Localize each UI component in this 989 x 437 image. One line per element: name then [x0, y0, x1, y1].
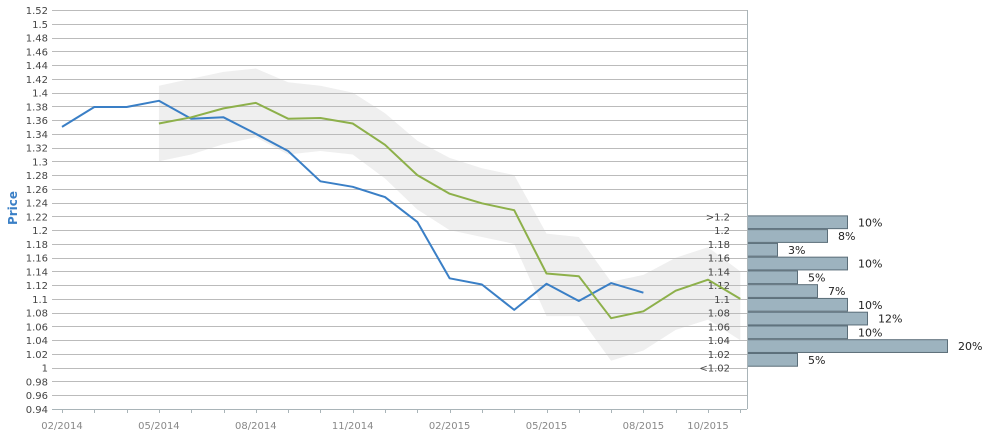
- distribution-bar: [747, 339, 948, 353]
- distribution-bar-label: 8%: [838, 230, 855, 243]
- y-tick-label: 1.28: [26, 171, 48, 182]
- y-tick-label: 1.46: [26, 47, 48, 58]
- y-tick-label: 1.42: [26, 75, 48, 86]
- y-tick-label: 1.24: [26, 199, 48, 210]
- distribution-bar: [747, 256, 848, 271]
- distribution-bar-label: 20%: [958, 340, 982, 353]
- distribution-bar-label: 10%: [858, 216, 882, 229]
- distribution-bar-label: 10%: [858, 326, 882, 339]
- y-tick-label: 1.4: [32, 89, 48, 100]
- y-tick-label: 1.32: [26, 144, 48, 155]
- y-tick-label: 1.34: [26, 130, 48, 141]
- distribution-bar-label: 10%: [858, 299, 882, 312]
- distribution-bar: [747, 352, 798, 367]
- price-lines: [61, 99, 741, 320]
- axes: [52, 10, 748, 410]
- distribution-category-label: >1.2: [706, 212, 730, 223]
- forecast-range-band: [158, 68, 741, 361]
- distribution-bar: [747, 311, 868, 326]
- distribution-category-label: <1.02: [699, 364, 730, 375]
- y-tick-label: 1.36: [26, 116, 48, 127]
- y-tick-label: 1.2: [32, 226, 48, 237]
- y-tick-label: 1.52: [26, 6, 48, 17]
- distribution-bar-label: 5%: [808, 271, 825, 284]
- y-tick-label: 1.12: [26, 281, 48, 292]
- y-tick-label: 1.3: [32, 157, 48, 168]
- y-tick-label: 1.48: [26, 34, 48, 45]
- distribution-category-label: 1.2: [714, 226, 730, 237]
- actual-price-line: [61, 99, 644, 311]
- y-tick-label: 1.44: [26, 61, 48, 72]
- distribution-bar-label: 5%: [808, 354, 825, 367]
- y-axis-title: Price: [6, 191, 20, 225]
- x-tick-label: 08/2015: [623, 421, 665, 432]
- distribution-category-label: 1.16: [708, 254, 730, 265]
- y-tick-label: 1.22: [26, 212, 48, 223]
- distribution-bar: [747, 297, 848, 312]
- distribution-category-label: 1.14: [708, 267, 730, 278]
- y-tick-label: 1.26: [26, 185, 48, 196]
- distribution-bar: [747, 284, 818, 298]
- distribution-histogram: >1.2 10%1.2 8%1.18 3%1.16 10%1.14 5%1.12 7%1.1…: [699, 212, 982, 374]
- distribution-bar: [747, 229, 828, 243]
- y-tick-label: 1: [42, 364, 48, 375]
- grid: [52, 10, 747, 410]
- distribution-bar-label: 12%: [878, 313, 902, 326]
- y-tick-label: 1.5: [32, 20, 48, 31]
- x-tick-label: 02/2015: [429, 421, 471, 432]
- distribution-bar: [747, 270, 798, 285]
- forecast-price-line: [158, 101, 741, 320]
- y-tick-label: 1.38: [26, 102, 48, 113]
- x-tick-label: 11/2014: [332, 421, 374, 432]
- y-tick-label: 0.98: [26, 377, 48, 388]
- x-tick-label: 05/2014: [138, 421, 180, 432]
- distribution-category-label: 1.18: [708, 240, 730, 251]
- x-axis-ticks: 02/2014 05/2014 08/2014 11/2014 02/2015 05/20…: [41, 409, 741, 432]
- y-tick-label: 1.14: [26, 267, 48, 278]
- y-tick-label: 1.06: [26, 322, 48, 333]
- y-tick-label: 1.02: [26, 350, 48, 361]
- x-tick-label: 02/2014: [41, 421, 83, 432]
- distribution-category-label: 1.1: [714, 295, 730, 306]
- y-tick-label: 1.08: [26, 309, 48, 320]
- y-tick-label: 1.1: [32, 295, 48, 306]
- distribution-bar-label: 10%: [858, 258, 882, 271]
- forecast-band: [158, 68, 741, 361]
- x-tick-label: 10/2015: [687, 421, 729, 432]
- distribution-category-label: 1.02: [708, 350, 730, 361]
- x-tick-label: 08/2014: [235, 421, 277, 432]
- distribution-bar: [747, 242, 778, 257]
- y-tick-label: 0.96: [26, 391, 48, 402]
- x-tick-label: 05/2015: [526, 421, 568, 432]
- distribution-bar-label: 7%: [828, 285, 845, 298]
- distribution-bar: [747, 325, 848, 340]
- distribution-bar-label: 3%: [788, 244, 805, 257]
- y-tick-label: 1.18: [26, 240, 48, 251]
- distribution-category-label: 1.08: [708, 309, 730, 320]
- y-tick-label: 1.16: [26, 254, 48, 265]
- distribution-category-label: 1.06: [708, 322, 730, 333]
- y-axis-ticks: 1.52 1.5 1.48 1.46 1.44 1.42 1.4 1.38 1.36 1.34 1.…: [26, 6, 48, 416]
- y-tick-label: 1.04: [26, 336, 48, 347]
- distribution-bar: [747, 215, 848, 230]
- distribution-category-label: 1.04: [708, 336, 730, 347]
- y-tick-label: 0.94: [26, 405, 48, 416]
